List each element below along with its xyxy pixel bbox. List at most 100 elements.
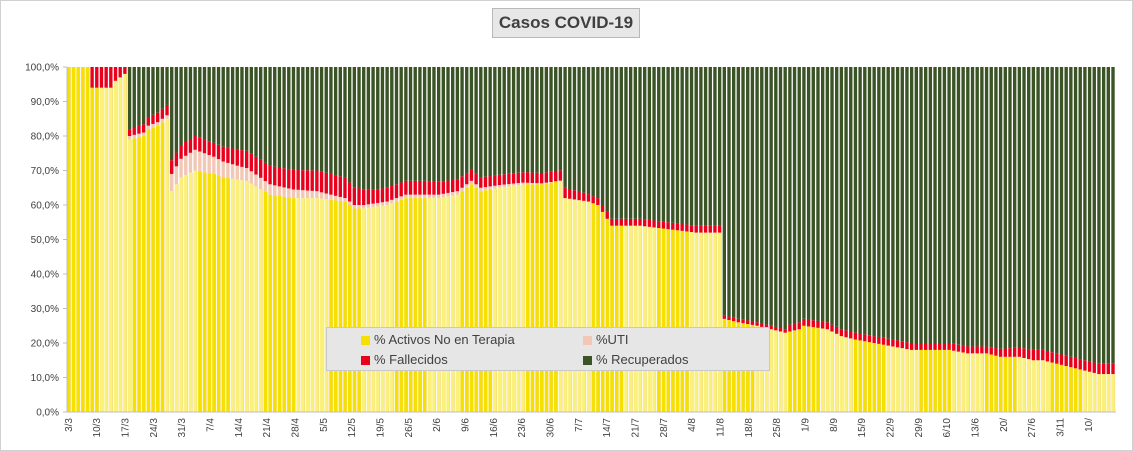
bar-recuperados-154: [788, 67, 792, 325]
bar-uti-20: [160, 118, 165, 123]
bar-recuperados-167: [849, 67, 853, 332]
bar-recuperados-75: [418, 67, 422, 181]
bar-uti-52: [310, 190, 314, 199]
bar-activos-31: [212, 173, 216, 412]
bar-activos-163: [830, 331, 834, 412]
bar-activos-185: [933, 349, 937, 412]
bar-activos-88: [479, 191, 483, 412]
bar-recuperados-53: [315, 67, 319, 171]
bar-recuperados-215: [1073, 67, 1078, 358]
bar-fallecidos-221: [1101, 363, 1106, 375]
bar-activos-42: [263, 191, 268, 412]
bar-activos-124: [647, 226, 652, 412]
x-tick-label-18: 7/7: [574, 418, 585, 432]
bar-recuperados-109: [577, 67, 581, 192]
bar-uti-61: [352, 205, 357, 209]
bar-recuperados-171: [867, 67, 872, 336]
bar-uti-39: [249, 171, 254, 184]
bar-fallecidos-119: [624, 218, 628, 226]
bar-recuperados-115: [605, 67, 609, 212]
bar-recuperados-79: [436, 67, 441, 182]
bar-recuperados-120: [628, 67, 633, 219]
bar-fallecidos-31: [212, 142, 216, 157]
bar-fallecidos-29: [202, 139, 207, 154]
bar-activos-118: [619, 225, 623, 412]
bar-uti-87: [474, 184, 478, 188]
bar-activos-11: [118, 77, 122, 412]
bar-activos-94: [507, 186, 511, 412]
bar-uti-86: [469, 180, 474, 185]
bar-recuperados-33: [221, 67, 225, 147]
bar-recuperados-56: [329, 67, 333, 174]
bar-activos-191: [961, 352, 965, 412]
bar-activos-101: [539, 184, 544, 412]
bar-recuperados-138: [713, 67, 717, 226]
bar-fallecidos-127: [661, 221, 666, 229]
bar-uti-15: [137, 133, 141, 138]
bar-activos-129: [671, 229, 675, 412]
bar-activos-13: [127, 139, 132, 412]
bar-recuperados-59: [343, 67, 347, 178]
x-tick-label-35: 3/11: [1056, 418, 1067, 437]
bar-activos-217: [1083, 370, 1087, 412]
bar-activos-50: [301, 198, 305, 412]
bar-recuperados-80: [441, 67, 446, 182]
bar-uti-30: [207, 154, 211, 174]
bar-activos-62: [357, 208, 361, 412]
bar-activos-190: [956, 351, 961, 413]
bar-fallecidos-218: [1087, 361, 1092, 372]
bar-recuperados-136: [703, 67, 708, 226]
bar-activos-212: [1059, 364, 1064, 412]
bar-activos-158: [806, 326, 811, 412]
bar-fallecidos-85: [465, 173, 469, 185]
bar-recuperados-67: [380, 67, 385, 189]
bar-recuperados-19: [155, 67, 160, 113]
bar-uti-79: [436, 194, 441, 199]
bar-activos-80: [441, 197, 446, 412]
bar-fallecidos-6: [95, 67, 99, 88]
bar-recuperados-30: [207, 67, 211, 142]
bar-activos-90: [488, 189, 492, 412]
bar-uti-37: [240, 166, 244, 181]
bar-activos-95: [511, 185, 516, 412]
bar-fallecidos-188: [947, 343, 951, 350]
bar-fallecidos-175: [886, 338, 890, 346]
bar-recuperados-204: [1022, 67, 1026, 349]
bar-fallecidos-22: [170, 160, 174, 174]
bar-activos-71: [399, 199, 403, 412]
legend-label-uti: %UTI: [596, 332, 629, 347]
bar-fallecidos-73: [408, 180, 413, 195]
bar-fallecidos-189: [952, 343, 956, 351]
bar-recuperados-162: [825, 67, 830, 323]
bar-fallecidos-132: [685, 224, 689, 232]
bar-recuperados-42: [263, 67, 268, 163]
bar-fallecidos-80: [441, 181, 446, 194]
bar-uti-89: [483, 187, 488, 191]
bar-activos-0: [67, 67, 71, 412]
bar-fallecidos-123: [643, 219, 647, 227]
bar-activos-74: [413, 198, 417, 412]
bar-fallecidos-21: [165, 104, 169, 116]
bar-fallecidos-205: [1027, 349, 1031, 360]
bar-recuperados-41: [259, 67, 263, 160]
bar-activos-112: [591, 203, 595, 412]
bar-fallecidos-131: [680, 223, 684, 231]
x-tick-label-20: 21/7: [631, 418, 642, 438]
bar-recuperados-14: [132, 67, 136, 128]
bar-recuperados-24: [179, 67, 183, 145]
bar-activos-134: [694, 232, 698, 412]
bar-recuperados-165: [839, 67, 844, 330]
bar-fallecidos-32: [216, 144, 221, 160]
bar-recuperados-71: [399, 67, 403, 183]
bar-activos-221: [1101, 374, 1106, 412]
bar-uti-93: [502, 184, 506, 188]
bar-fallecidos-174: [881, 337, 886, 345]
bar-activos-194: [975, 353, 979, 412]
bar-activos-179: [905, 349, 909, 412]
bar-activos-182: [919, 349, 923, 412]
bar-fallecidos-121: [633, 218, 638, 226]
bar-recuperados-207: [1036, 67, 1040, 350]
bar-fallecidos-26: [188, 138, 193, 153]
bar-uti-32: [216, 159, 221, 176]
bar-recuperados-218: [1087, 67, 1092, 362]
